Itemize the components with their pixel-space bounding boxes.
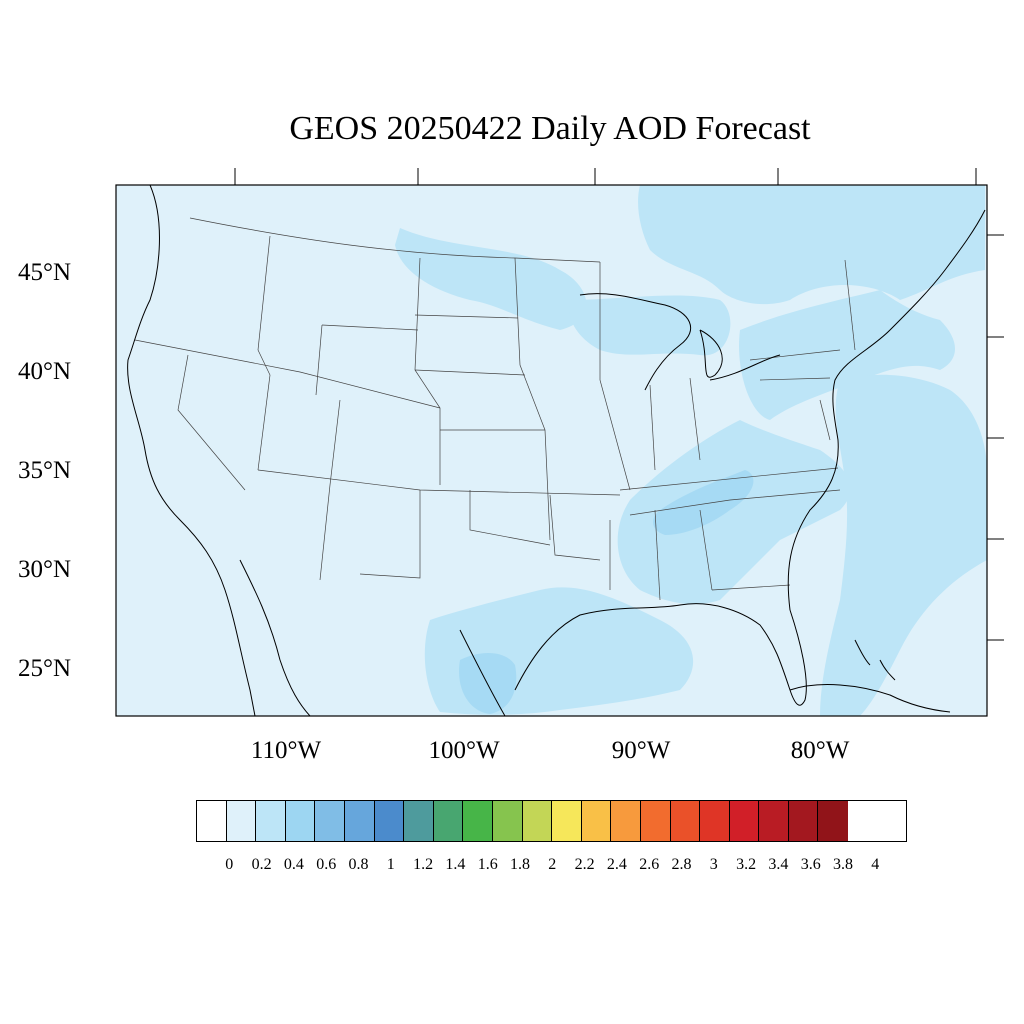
colorbar-tick-label: 1.8 [510, 856, 530, 873]
colorbar-tick-label: 1.6 [477, 856, 498, 873]
colorbar-tick-label: 3 [709, 856, 718, 873]
aod-region-north-plains [395, 228, 587, 330]
colorbar-tick-label: 0.4 [283, 856, 304, 873]
colorbar-swatch [700, 801, 730, 841]
coastlines [127, 185, 986, 716]
colorbar-swatch [404, 801, 434, 841]
aod-region-northeast [739, 290, 955, 420]
colorbar-swatch [640, 801, 671, 841]
colorbar-swatch [285, 801, 316, 841]
lon-label-110w: 110°W [250, 737, 322, 764]
aod-region-canada [638, 185, 985, 305]
baja-gulf [239, 559, 311, 716]
colorbar-swatch [226, 801, 257, 841]
colorbar-tick-label: 4 [871, 856, 880, 873]
aod-region-great-lakes [569, 295, 731, 356]
colorbar-tick-label: 0.6 [316, 856, 337, 873]
west-coast [127, 185, 256, 716]
colorbar-tick-label: 0 [225, 856, 234, 873]
colorbar-tick-label: 1 [386, 856, 395, 873]
lat-label-45: 45°N [18, 259, 72, 286]
great-lakes [579, 293, 781, 391]
bahamas [854, 639, 896, 681]
cuba [789, 684, 951, 713]
colorbar-swatch [197, 801, 227, 841]
colorbar-swatch [463, 801, 493, 841]
colorbar-swatch [670, 801, 701, 841]
colorbar-tick-label: 3.4 [768, 856, 789, 873]
colorbar-swatch [433, 801, 464, 841]
lon-label-80w: 80°W [790, 737, 850, 764]
colorbar-swatch [256, 801, 286, 841]
colorbar-tick-label: 2.8 [671, 856, 692, 873]
colorbar-swatch [818, 801, 849, 841]
colorbar-tick-label: 1.2 [413, 856, 434, 873]
lon-label-90w: 90°W [611, 737, 671, 764]
colorbar-swatch [344, 801, 375, 841]
colorbar-swatch [729, 801, 760, 841]
colorbar-tick-label: 3.8 [833, 856, 853, 873]
lat-label-35: 35°N [18, 457, 72, 484]
aod-region-southeast [617, 420, 851, 605]
gulf-coast [459, 603, 807, 716]
map-frame [115, 184, 988, 717]
east-coast [787, 209, 986, 611]
colorbar-swatch [522, 801, 553, 841]
colorbar-tick-label: 3.2 [736, 856, 757, 873]
colorbar-tick-label: 2.4 [606, 856, 627, 873]
aod-region-tennessee-valley [653, 470, 754, 535]
colorbar-tick-label: 1.4 [445, 856, 466, 873]
colorbar [196, 800, 907, 842]
state-boundaries [134, 217, 856, 601]
lat-label-25: 25°N [18, 655, 72, 682]
colorbar-swatch [374, 801, 405, 841]
colorbar-swatch [788, 801, 819, 841]
aod-region-atlantic [820, 374, 987, 716]
colorbar-tick-label: 2 [548, 856, 557, 873]
lat-label-30: 30°N [18, 556, 72, 583]
lon-label-100w: 100°W [428, 737, 500, 764]
lat-label-40: 40°N [18, 358, 72, 385]
colorbar-swatch [581, 801, 612, 841]
colorbar-tick-label: 0.2 [251, 856, 272, 873]
colorbar-swatch [492, 801, 523, 841]
colorbar-swatch [315, 801, 345, 841]
colorbar-swatch [552, 801, 582, 841]
colorbar-tick-label: 2.2 [574, 856, 595, 873]
colorbar-swatch [759, 801, 789, 841]
colorbar-swatch [611, 801, 641, 841]
colorbar-tick-label: 3.6 [800, 856, 821, 873]
colorbar-tick-label: 0.8 [348, 856, 369, 873]
map-title: GEOS 20250422 Daily AOD Forecast [289, 110, 811, 147]
colorbar-tick-label: 2.6 [639, 856, 660, 873]
frame-ticks [234, 168, 1004, 641]
